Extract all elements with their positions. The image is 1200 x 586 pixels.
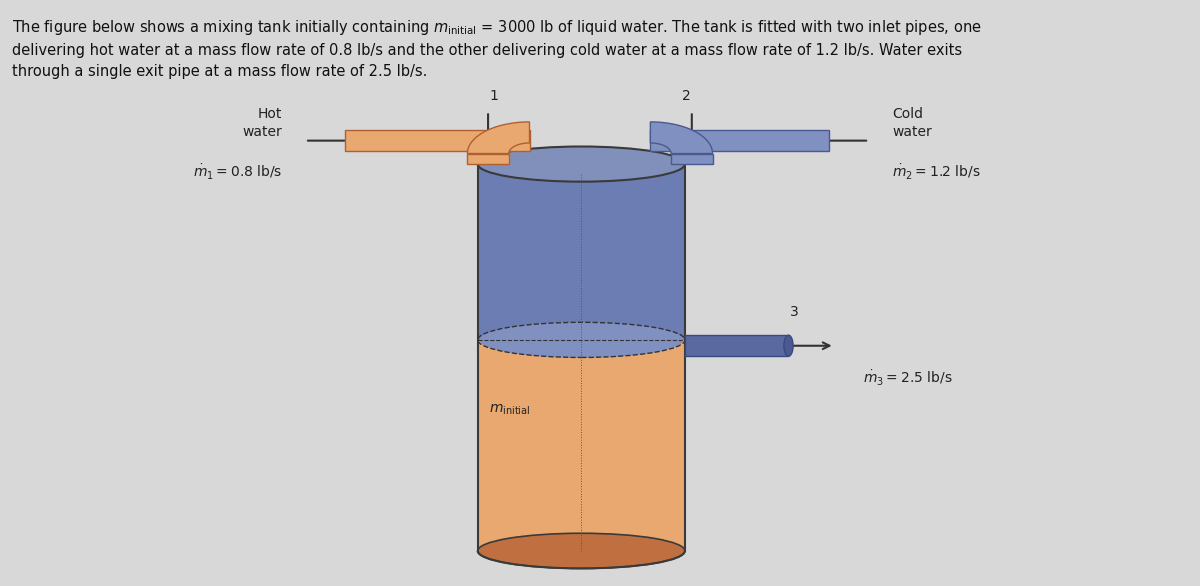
- Polygon shape: [478, 340, 685, 551]
- Ellipse shape: [480, 322, 683, 357]
- Ellipse shape: [478, 533, 685, 568]
- Polygon shape: [478, 164, 685, 340]
- Text: Cold
water: Cold water: [892, 107, 932, 139]
- Text: 1: 1: [490, 88, 498, 103]
- Polygon shape: [346, 130, 529, 151]
- Ellipse shape: [784, 335, 793, 356]
- Text: Hot
water: Hot water: [242, 107, 282, 139]
- Polygon shape: [467, 122, 529, 154]
- Text: $\dot{m}_1 = 0.8$ lb/s: $\dot{m}_1 = 0.8$ lb/s: [193, 163, 282, 182]
- Text: 3: 3: [790, 305, 799, 319]
- Polygon shape: [650, 122, 713, 154]
- Polygon shape: [650, 130, 829, 151]
- Text: $m_{\mathrm{initial}}$: $m_{\mathrm{initial}}$: [490, 403, 530, 417]
- Polygon shape: [467, 154, 509, 164]
- Polygon shape: [671, 154, 713, 164]
- Text: $\dot{m}_2 = 1.2$ lb/s: $\dot{m}_2 = 1.2$ lb/s: [892, 163, 980, 182]
- Ellipse shape: [478, 146, 685, 182]
- Text: 2: 2: [682, 88, 690, 103]
- Polygon shape: [685, 335, 788, 356]
- Text: The figure below shows a mixing tank initially containing $m_\mathrm{initial}$ =: The figure below shows a mixing tank ini…: [12, 18, 982, 79]
- Text: $\dot{m}_3 = 2.5$ lb/s: $\dot{m}_3 = 2.5$ lb/s: [863, 369, 953, 387]
